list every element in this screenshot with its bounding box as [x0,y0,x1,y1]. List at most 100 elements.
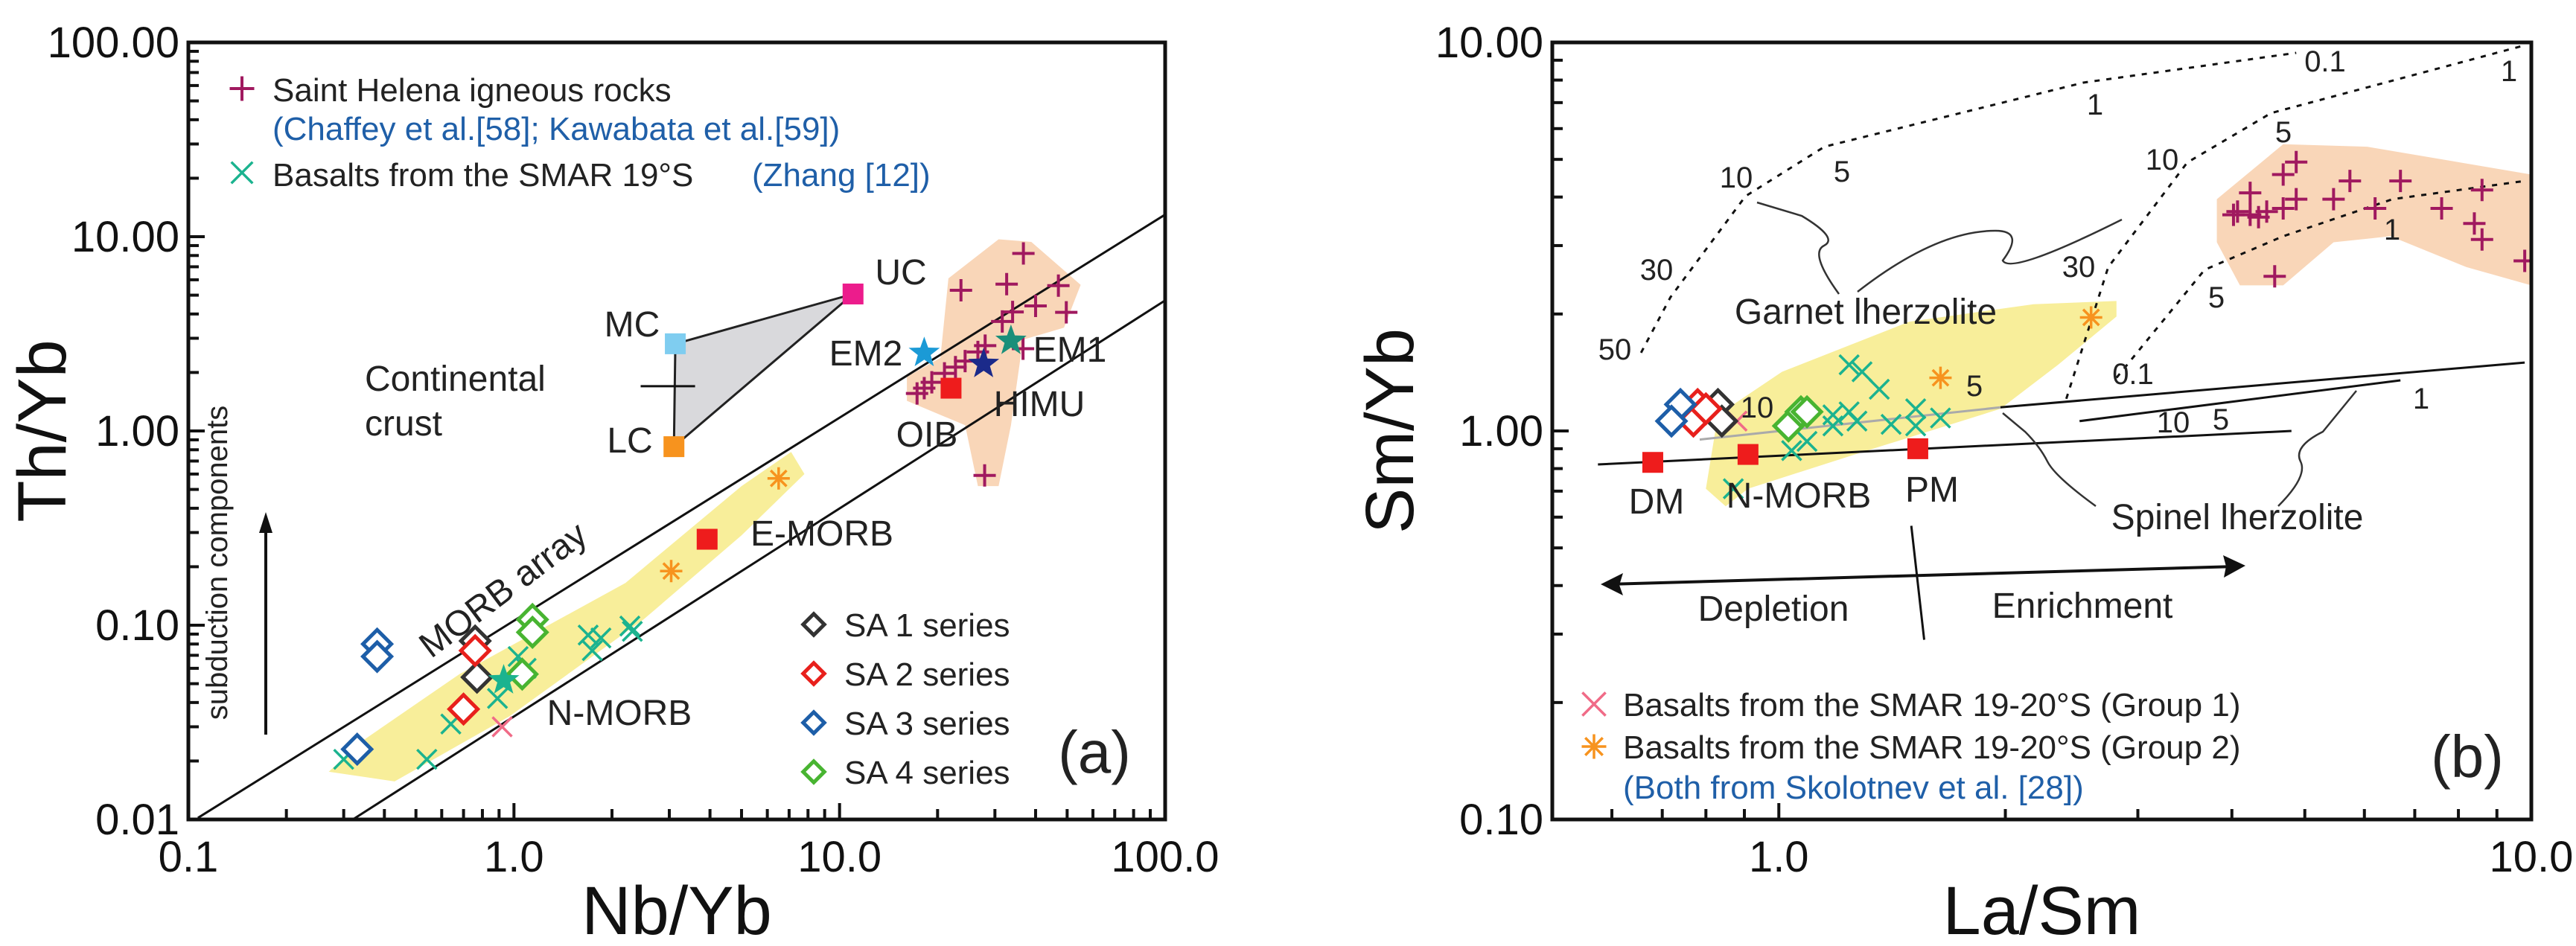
y-tick-label: 1.00 [1459,407,1543,456]
point-sa-2-series [447,692,481,726]
x-tick-label: 0.1 [159,833,219,881]
x-tick-label: 1.0 [484,833,544,881]
ref-point-himu [968,348,1000,377]
diamond-icon [800,660,827,687]
melting-degree-label: 50 [1598,333,1632,366]
point-saint-helena-igneous-rocks [973,464,996,487]
point-basalts-from-the-smar-19-s [1869,378,1890,400]
point-saint-helena-igneous-rocks [2470,228,2493,251]
point-sa-1-series [460,660,494,694]
y-tick-label: 1.00 [95,407,179,456]
point-basalts-from-the-smar-19-s [1722,478,1744,499]
point-saint-helena-igneous-rocks [2389,170,2412,193]
melting-degree-label: 1 [2413,383,2429,415]
point-saint-helena-igneous-rocks [2463,212,2486,235]
melting-degree-label: 30 [2062,251,2096,284]
series-saint-helena-igneous-rocks [905,242,1078,487]
point-basalts-from-the-smar-19-s [622,620,643,642]
annotation-spinel-lherzolite: Spinel lherzolite [2111,498,2364,537]
line-depletion-enrichment-divider [1910,525,1925,640]
spinel-pointer-right [2277,390,2357,507]
ref-point-n-morb [1737,444,1759,465]
point-saint-helena-igneous-rocks [2271,163,2295,186]
legend-bottom: Basalts from the SMAR 19-20°S (Group 1) B… [1581,687,2240,806]
legend-label-saint-helena: Saint Helena igneous rocks [272,72,672,109]
legend-citation-smar: (Zhang [12]) [752,157,931,194]
point-sa-3-series [1654,404,1689,438]
point-basalts-from-the-smar-19-20-s-group-2 [2079,306,2102,329]
annotation-subduction-components: subduction components [201,406,234,720]
point-saint-helena-igneous-rocks [1055,301,1078,324]
melting-degree-label: 0.1 [2304,45,2346,78]
point-saint-helena-igneous-rocks [2364,196,2387,220]
ref-label-em1: EM1 [1033,330,1107,370]
line-morb-array-lower [352,299,1165,819]
legend-label-sa-4-series: SA 4 series [844,755,1010,791]
line-garnet-lherzolite-melting-curve-1 [1639,51,2297,354]
ref-label-lc: LC [607,421,652,461]
ref-point-pm [1907,438,1928,459]
ref-label-pm: PM [1905,470,1959,510]
garnet-pointer-left [1756,201,1840,295]
ref-label-himu: HIMU [994,385,1085,424]
x-tick-label: 100.0 [1111,833,1219,881]
ref-label-e-morb: E-MORB [750,514,893,554]
point-sa-4-series [1790,394,1824,429]
diamond-icon [800,758,827,785]
point-sa-3-series [340,732,374,767]
ref-label-mc: MC [605,305,660,345]
x-axis-title: La/Sm [1943,873,2141,946]
point-saint-helena-igneous-rocks [2263,265,2286,288]
point-basalts-from-the-smar-19-s [1851,361,1873,383]
point-saint-helena-igneous-rocks [2430,196,2453,220]
point-saint-helena-igneous-rocks [991,310,1014,333]
ref-label-oib: OIB [896,415,958,455]
series-sa-2-series [447,633,492,726]
point-sa-4-series [515,615,549,649]
point-basalts-from-the-smar-19-s [1904,415,1927,437]
y-tick-label: 0.10 [1459,796,1543,844]
melting-degree-label: 10 [2146,144,2179,176]
ref-label-em2: EM2 [829,334,903,374]
ref-point-lc [663,436,685,458]
point-basalts-from-the-smar-19-s [1880,413,1902,435]
melting-degree-label: 1 [2501,55,2517,88]
melting-degree-label: 30 [1640,254,1674,287]
point-basalts-from-the-smar-19-s [1796,430,1818,453]
line-garnet-lherzolite-melting-curve-3 [2115,179,2525,379]
ref-label-dm: DM [1629,482,1685,522]
point-saint-helena-igneous-rocks [995,272,1018,295]
ref-point-mc [665,333,686,354]
garnet-pointer-right [1857,218,2123,293]
melting-degree-label: 1 [2087,89,2103,121]
ref-point-n-morb [488,664,520,694]
diamond-icon [800,709,827,736]
series-sa-4-series [1771,394,1824,443]
point-basalts-from-the-smar-19-20-s-group-2 [1929,366,1952,389]
point-basalts-from-the-smar-19-s [581,639,603,662]
melting-degree-label: 5 [1834,156,1850,188]
ref-point-em1 [995,324,1027,354]
plot-area [1598,44,2531,640]
point-basalts-from-the-smar-19-20-s-group-2 [660,560,683,583]
line-mixing-line [1699,406,2001,441]
spinel-pointer-left [2002,412,2097,508]
panel-b-la-sm-vs-sm-yb: 1.0 10.0 0.10 1.00 10.00 La/Sm Sm/Yb (b) DM N-MOR… [1352,19,2573,946]
x-icon [1581,691,1607,717]
legend-label-sa-3-series: SA 3 series [844,706,1010,742]
point-basalts-from-the-smar-19-s [1904,398,1927,420]
legend-citation-skolotnev: (Both from Skolotnev et al. [28]) [1623,770,2084,806]
y-tick-label: 100.00 [48,19,179,67]
point-sa-4-series [505,657,539,691]
legend-label-sa-1-series: SA 1 series [844,607,1010,644]
point-saint-helena-igneous-rocks [2285,150,2308,173]
point-basalts-from-the-smar-19-s [1930,407,1951,429]
y-tick-label: 10.00 [71,213,179,261]
melting-degree-label: 0.1 [2112,358,2154,391]
point-saint-helena-igneous-rocks [1001,301,1024,324]
ref-point-e-morb [696,528,718,550]
field-morb-field [328,452,805,782]
arrow-up-icon [259,512,272,533]
point-basalts-from-the-smar-19-s [1838,354,1860,376]
